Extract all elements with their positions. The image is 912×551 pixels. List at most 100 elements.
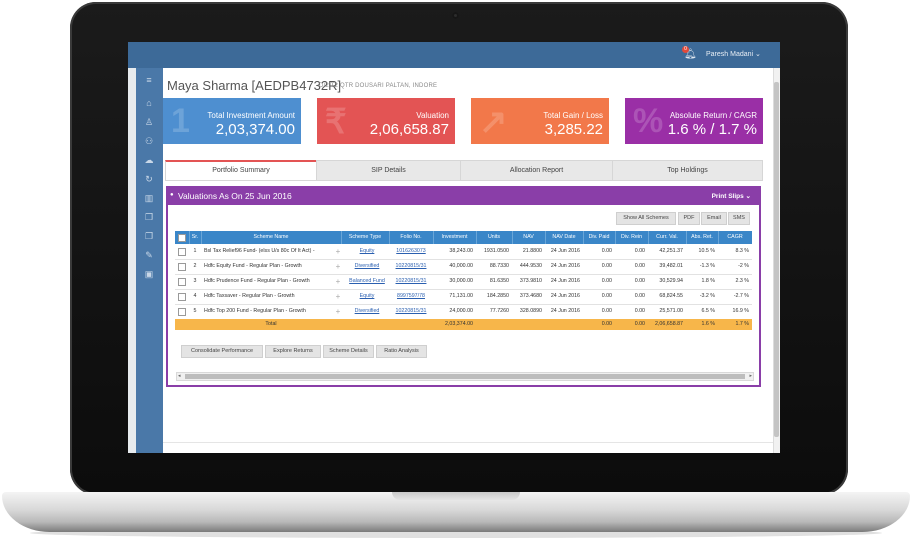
edit-icon[interactable]: ✎: [145, 250, 153, 260]
cell-nav-date: 24 Jun 2016: [550, 278, 580, 284]
cell-nav-date: 24 Jun 2016: [550, 248, 580, 254]
card-value: 1.6 % / 1.7 %: [667, 121, 757, 138]
show-all-schemes-button[interactable]: Show All Schemes: [616, 212, 676, 225]
user-menu[interactable]: Paresh Madani ⌄: [706, 51, 761, 58]
percent-icon: %: [633, 102, 664, 140]
cell-folio[interactable]: 10220815/31: [395, 278, 427, 284]
table-row: 4 Hdfc Taxsaver - Regular Plan - Growth + E…: [175, 289, 752, 305]
cell-scheme-type[interactable]: Equity: [359, 293, 375, 299]
sms-button[interactable]: SMS: [728, 212, 750, 225]
cell-div-rein: 0.00: [634, 263, 645, 269]
email-button[interactable]: Email: [701, 212, 727, 225]
cell-scheme-name: Hdfc Taxsaver - Regular Plan - Growth: [204, 293, 295, 299]
col-abs-ret[interactable]: Abs. Ret.: [686, 231, 719, 244]
cell-div-paid: 0.00: [601, 293, 612, 299]
cell-nav-date: 24 Jun 2016: [550, 308, 580, 314]
valuation-card: ₹ Valuation 2,06,658.87: [317, 98, 455, 144]
cell-scheme-type[interactable]: Diversified: [354, 263, 380, 269]
scrollbar-thumb[interactable]: [185, 374, 745, 379]
col-div-rein[interactable]: Div. Rein: [615, 231, 649, 244]
client-address: D/2 T2 QTR DOUSARI PALTAN, INDORE: [319, 83, 438, 89]
cell-div-paid: 0.00: [601, 263, 612, 269]
expand-plus-icon[interactable]: +: [335, 277, 341, 286]
chart-icon[interactable]: ▥: [144, 193, 154, 203]
expand-plus-icon[interactable]: +: [335, 262, 341, 271]
cell-scheme-type[interactable]: Equity: [359, 248, 375, 254]
cell-div-paid: 0.00: [601, 308, 612, 314]
scroll-left-icon[interactable]: ◂: [178, 373, 181, 379]
expand-plus-icon[interactable]: +: [335, 247, 341, 256]
home-icon[interactable]: ⌂: [146, 98, 152, 108]
scroll-right-icon[interactable]: ▸: [749, 373, 752, 379]
cell-folio[interactable]: 1016263073: [396, 248, 426, 254]
cell-investment: 38,243.00: [449, 248, 473, 254]
col-folio[interactable]: Folio No.: [389, 231, 434, 244]
print-slips-dropdown[interactable]: Print Slips ⌄: [711, 193, 751, 200]
pdf-button[interactable]: PDF: [678, 212, 700, 225]
top-navbar: 🔔︎ 0 Paresh Madani ⌄: [128, 42, 780, 68]
cloud-icon[interactable]: ☁: [144, 155, 154, 165]
cell-folio[interactable]: 8997597/78: [397, 293, 425, 299]
cell-abs-ret: -1.3 %: [699, 263, 715, 269]
col-investment[interactable]: Investment: [433, 231, 477, 244]
cell-units: 184.2850: [486, 293, 509, 299]
cell-abs-ret: 6.5 %: [701, 308, 715, 314]
cell-cagr: 2.3 %: [735, 278, 749, 284]
row-checkbox[interactable]: [178, 293, 186, 301]
col-div-paid[interactable]: Div. Paid: [583, 231, 616, 244]
ratio-analysis-button[interactable]: Ratio Analysis: [376, 345, 427, 358]
select-all-header: [175, 231, 190, 244]
trend-up-icon: ↗: [479, 103, 508, 141]
cubes-icon[interactable]: ❐: [144, 231, 154, 241]
cell-abs-ret: 10.5 %: [698, 248, 716, 254]
cell-div-paid: 0.00: [601, 278, 612, 284]
user-icon[interactable]: ♙: [144, 117, 154, 127]
row-checkbox[interactable]: [178, 248, 186, 256]
row-checkbox[interactable]: [178, 278, 186, 286]
explore-returns-button[interactable]: Explore Returns: [265, 345, 321, 358]
cell-folio[interactable]: 10220815/31: [395, 263, 427, 269]
col-cagr[interactable]: CAGR: [727, 234, 743, 240]
col-scheme-type[interactable]: Scheme Type: [341, 231, 390, 244]
row-checkbox[interactable]: [178, 263, 186, 271]
cell-scheme-type[interactable]: Balanced Fund: [349, 278, 385, 284]
card-value: 2,06,658.87: [369, 121, 449, 138]
investment-bg-icon: 1: [171, 102, 190, 140]
camera-icon: [452, 12, 459, 19]
menu-icon[interactable]: ≡: [146, 75, 152, 85]
tab-allocation-report[interactable]: Allocation Report: [460, 160, 613, 181]
col-nav[interactable]: NAV: [512, 231, 546, 244]
total-row: Total 2,03,374.00 0.00 0.00 2,06,658.87 …: [175, 319, 752, 330]
tab-portfolio-summary[interactable]: Portfolio Summary: [165, 160, 317, 181]
users-icon[interactable]: ⚇: [144, 136, 154, 146]
notification-badge: 0: [682, 46, 689, 53]
row-checkbox[interactable]: [178, 308, 186, 316]
cell-abs-ret: 1.8 %: [701, 278, 715, 284]
page-scrollbar-thumb[interactable]: [774, 82, 779, 437]
refresh-icon[interactable]: ↻: [145, 174, 153, 184]
col-units[interactable]: Units: [476, 231, 513, 244]
cell-folio[interactable]: 10220815/31: [395, 308, 427, 314]
expand-plus-icon[interactable]: +: [335, 307, 341, 316]
cube-icon[interactable]: ❒: [144, 212, 154, 222]
tab-top-holdings[interactable]: Top Holdings: [612, 160, 763, 181]
bell-icon[interactable]: 🔔︎: [684, 49, 697, 60]
consolidate-performance-button[interactable]: Consolidate Performance: [181, 345, 263, 358]
card-label: Total Investment Amount: [207, 111, 295, 120]
expand-plus-icon[interactable]: +: [335, 292, 341, 301]
table-horizontal-scrollbar[interactable]: ◂ ▸: [176, 372, 754, 381]
col-scheme-name[interactable]: Scheme Name: [201, 231, 342, 244]
total-label: Total: [265, 321, 277, 327]
total-div-rein: 0.00: [634, 321, 645, 327]
cell-div-rein: 0.00: [634, 308, 645, 314]
cell-scheme-type[interactable]: Diversified: [354, 308, 380, 314]
total-investment-card: 1 Total Investment Amount 2,03,374.00: [163, 98, 301, 144]
col-nav-date[interactable]: NAV Date: [545, 231, 584, 244]
gain-loss-card: ↗ Total Gain / Loss 3,285.22: [471, 98, 609, 144]
tab-sip-details[interactable]: SIP Details: [316, 160, 461, 181]
scheme-details-button[interactable]: Scheme Details: [323, 345, 374, 358]
select-all-checkbox[interactable]: [178, 234, 186, 242]
col-curr-val[interactable]: Curr. Val.: [648, 231, 687, 244]
client-name: Maya Sharma [AEDPB4732R]: [167, 78, 342, 93]
box-icon[interactable]: ▣: [144, 269, 154, 279]
